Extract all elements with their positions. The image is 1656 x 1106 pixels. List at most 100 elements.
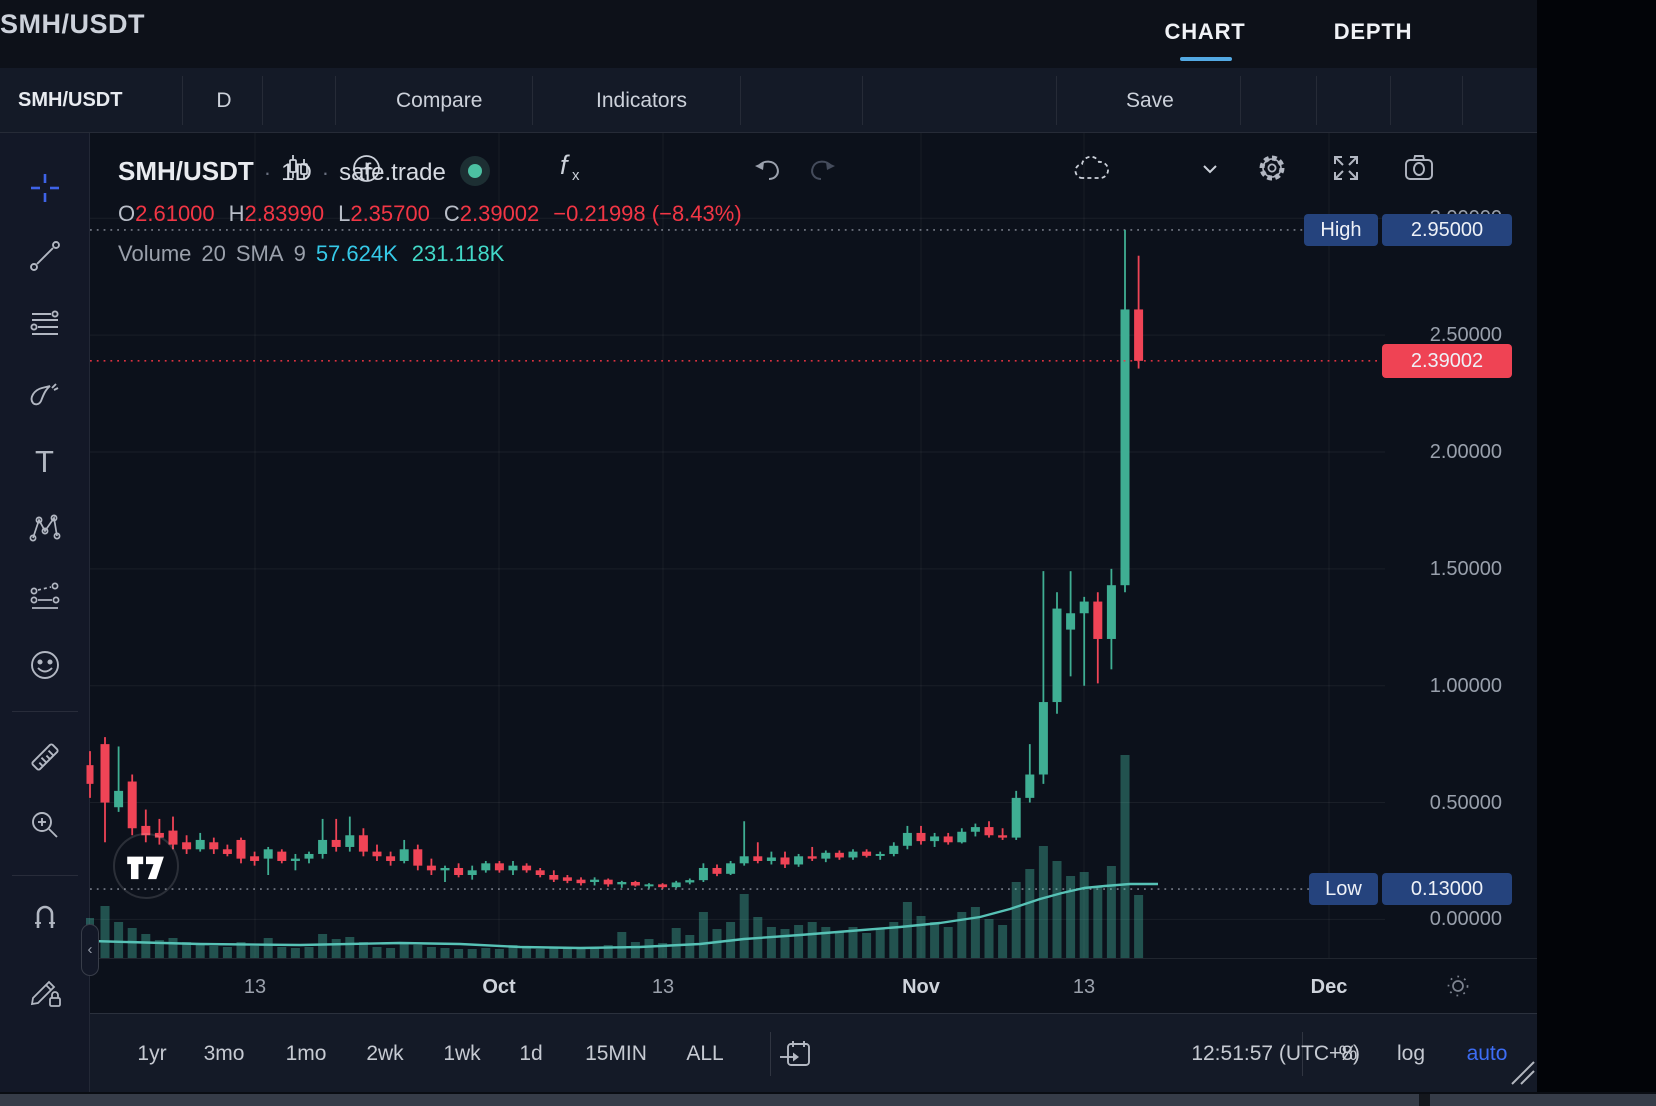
candle-body	[263, 849, 273, 859]
candle-body	[100, 744, 110, 803]
page-header: SMH/USDT CHART DEPTH	[0, 0, 1537, 68]
volume-bar	[277, 947, 287, 958]
save-button[interactable]	[1072, 152, 1110, 184]
legend-title-row[interactable]: SMH/USDT · 1D · safe.trade	[118, 156, 756, 188]
fullscreen-icon	[1330, 152, 1362, 184]
svg-text:f: f	[560, 150, 570, 180]
volume-bar	[413, 945, 423, 958]
tool-zoom-in[interactable]	[27, 807, 63, 843]
undo-button[interactable]	[752, 154, 784, 182]
go-to-date-button[interactable]	[778, 1038, 812, 1075]
save-label[interactable]: Save	[1126, 89, 1174, 112]
auto-scale-button[interactable]: auto	[1466, 1042, 1508, 1065]
volume-bar	[875, 929, 885, 958]
redo-button[interactable]	[806, 154, 838, 182]
candle-body	[1134, 309, 1144, 361]
time-tick: 13	[243, 976, 267, 998]
compare-label[interactable]: Compare	[396, 89, 483, 112]
range-button-1yr[interactable]: 1yr	[137, 1042, 167, 1065]
candle-body	[1120, 309, 1130, 586]
volume-bar	[970, 907, 980, 958]
tool-trend-line[interactable]	[27, 238, 63, 274]
settings-button[interactable]	[1255, 151, 1289, 185]
collapse-sidebar-button[interactable]: ‹	[81, 924, 99, 976]
legend-volume-row[interactable]: Volume 20 SMA 9 57.624K 231.118K	[118, 241, 505, 267]
magnet-icon	[27, 905, 63, 939]
tab-chart[interactable]: CHART	[1164, 19, 1246, 44]
tool-horizontal-lines[interactable]	[27, 306, 63, 342]
range-button-1mo[interactable]: 1mo	[285, 1042, 327, 1065]
range-button-1wk[interactable]: 1wk	[443, 1042, 481, 1065]
tradingview-logo[interactable]	[113, 833, 179, 899]
interval-button[interactable]: D	[216, 89, 232, 112]
candle-body	[549, 874, 559, 880]
candle-body	[875, 853, 885, 856]
tool-crosshair[interactable]	[27, 170, 63, 206]
high-badge-label: High	[1304, 213, 1378, 246]
range-button-15min[interactable]: 15MIN	[585, 1042, 647, 1065]
volume-bar	[1106, 866, 1116, 958]
resize-handle[interactable]	[1508, 1058, 1538, 1091]
percent-scale-button[interactable]: %	[1338, 1042, 1358, 1065]
indicators-button[interactable]: f x	[552, 148, 590, 186]
tool-forecast[interactable]	[27, 579, 63, 615]
candle-style-button[interactable]	[282, 152, 314, 184]
candle-body	[807, 856, 817, 859]
candle-body	[1066, 613, 1076, 630]
text-icon: T	[27, 444, 63, 483]
price-tick: 2.50000	[1429, 324, 1502, 347]
fullscreen-button[interactable]	[1330, 152, 1362, 184]
clock[interactable]: 12:51:57 (UTC+8)	[1191, 1042, 1360, 1065]
volume-bar	[1120, 755, 1130, 958]
tool-emoji[interactable]	[27, 647, 63, 683]
time-tick: 13	[1072, 976, 1096, 998]
price-axis[interactable]	[1390, 133, 1537, 958]
range-button-2wk[interactable]: 2wk	[366, 1042, 404, 1065]
price-tick: 2.00000	[1429, 441, 1502, 463]
screenshot-button[interactable]	[1402, 151, 1436, 185]
bottom-divider	[770, 1032, 771, 1076]
time-tick: 13	[651, 976, 675, 998]
volume-bar	[1052, 861, 1062, 958]
bottom-divider	[1302, 1032, 1303, 1076]
candle-body	[984, 827, 994, 836]
candle-body	[970, 827, 980, 832]
tool-drawing-lock[interactable]	[27, 972, 63, 1008]
volume-bar	[848, 927, 858, 958]
page-bottom-strip	[0, 1092, 1656, 1106]
candle-body	[930, 836, 940, 842]
cloud-icon	[1072, 152, 1110, 184]
volume-bar	[1066, 876, 1076, 958]
symbol-button[interactable]: SMH/USDT	[18, 89, 123, 111]
legend-ohlc-row: O2.61000 H2.83990 L2.35700 C2.39002 −0.21998…	[118, 201, 742, 227]
tool-brush[interactable]	[27, 376, 63, 412]
indicators-label[interactable]: Indicators	[596, 89, 688, 112]
volume-bar	[358, 942, 368, 958]
tab-depth[interactable]: DEPTH	[1333, 19, 1413, 44]
candle-body	[1011, 797, 1021, 838]
chevron-down-icon	[1200, 162, 1220, 176]
drawing-toolbar: T	[0, 133, 90, 1092]
tool-text[interactable]: T	[27, 443, 63, 479]
fx-icon: f x	[552, 148, 590, 186]
candle-body	[794, 856, 804, 865]
legend-exchange: safe.trade	[339, 159, 446, 186]
range-button-3mo[interactable]: 3mo	[203, 1042, 245, 1065]
candle-body	[590, 879, 600, 883]
market-status-dot[interactable]	[459, 156, 490, 187]
tool-xabcd-pattern[interactable]	[27, 511, 63, 547]
candle-body	[998, 835, 1008, 838]
axis-settings-button[interactable]	[1444, 972, 1472, 1005]
compare-button[interactable]	[352, 154, 381, 183]
volume-bar	[617, 932, 627, 958]
log-scale-button[interactable]: log	[1396, 1042, 1426, 1065]
tool-ruler[interactable]	[27, 739, 63, 775]
tool-magnet[interactable]	[27, 899, 63, 935]
range-button-all[interactable]: ALL	[686, 1042, 724, 1065]
range-button-1d[interactable]: 1d	[519, 1042, 543, 1065]
save-menu-chevron[interactable]	[1200, 162, 1220, 176]
crosshair-icon	[27, 174, 63, 210]
candle-body	[834, 852, 844, 858]
time-axis[interactable]: 13 Oct 13 Nov 13 Dec	[90, 958, 1537, 1013]
